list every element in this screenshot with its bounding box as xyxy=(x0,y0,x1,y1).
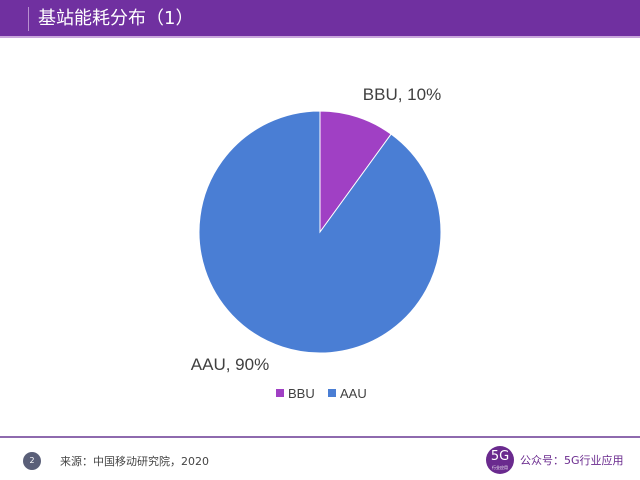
footer-divider xyxy=(0,436,640,438)
source-note: 来源：中国移动研究院，2020 xyxy=(60,455,209,468)
data-label-aau: AAU, 90% xyxy=(191,355,269,374)
legend-swatch-bbu xyxy=(276,389,284,397)
pie-chart: BBU, 10% AAU, 90% BBU AAU xyxy=(191,85,442,401)
pie-slice-aau xyxy=(198,110,442,354)
brand-logo: 5G 行业应用 xyxy=(486,446,514,474)
title-divider xyxy=(28,7,29,31)
legend-swatch-aau xyxy=(328,389,336,397)
title-bar: 基站能耗分布（1） xyxy=(0,0,640,38)
logo-text: 5G xyxy=(490,449,510,464)
pie-slice-bbu xyxy=(319,110,392,234)
legend-label-bbu: BBU xyxy=(288,386,315,401)
data-label-bbu: BBU, 10% xyxy=(363,85,441,104)
account-name: 公众号：5G行业应用 xyxy=(520,454,624,467)
page-title: 基站能耗分布（1） xyxy=(38,8,194,29)
page-number: 2 xyxy=(23,452,41,470)
logo-subtext: 行业应用 xyxy=(492,465,508,470)
legend-label-aau: AAU xyxy=(340,386,367,401)
